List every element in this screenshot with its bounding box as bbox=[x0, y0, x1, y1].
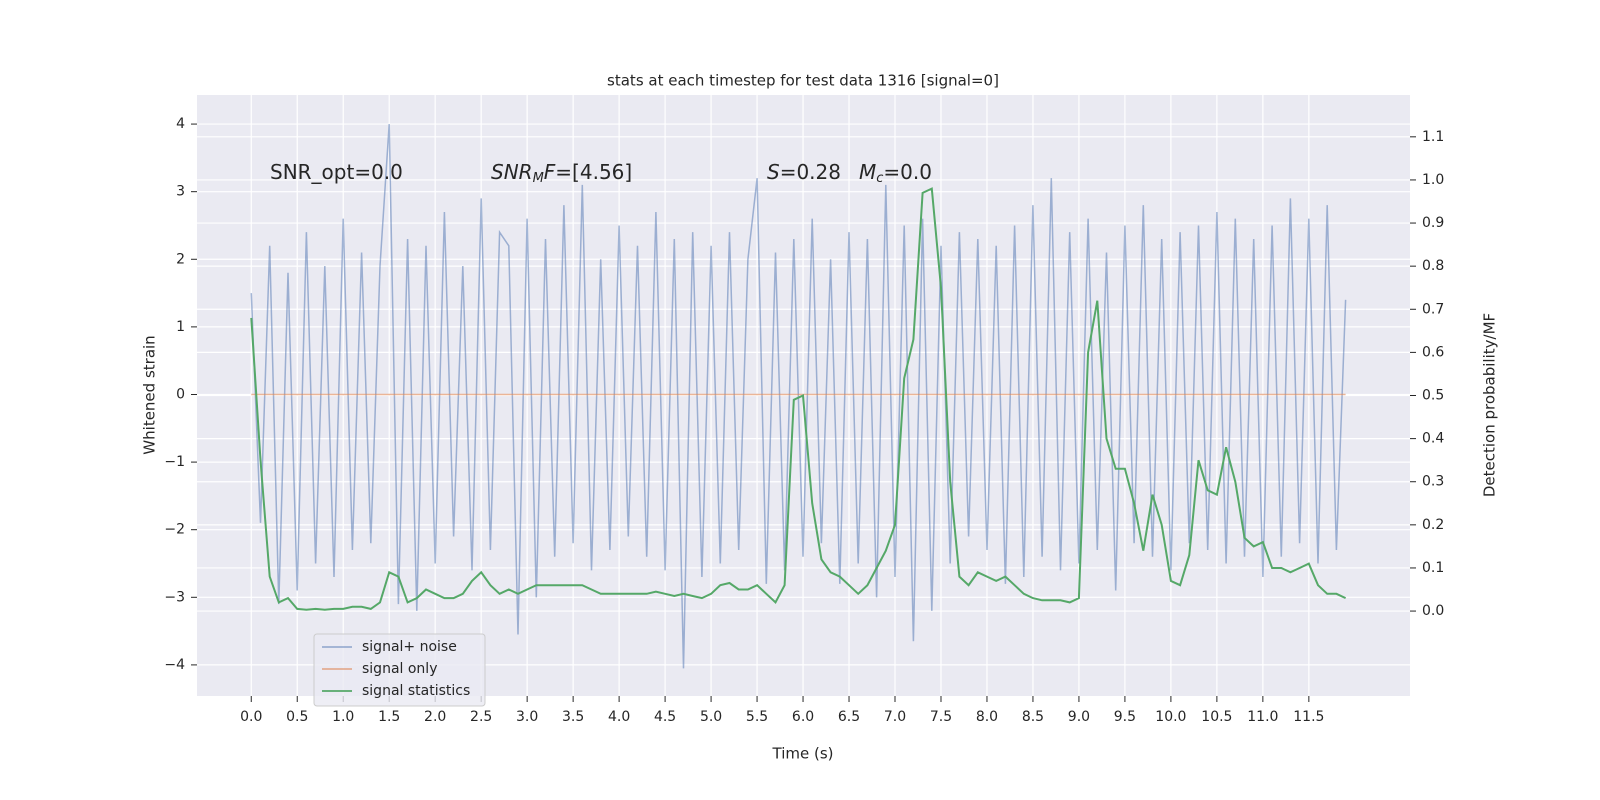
y2-tick-label: 0.6 bbox=[1422, 344, 1444, 360]
y2-tick-label: 0.4 bbox=[1422, 431, 1444, 447]
y2-axis-label: Detection probability/MF bbox=[1481, 313, 1499, 497]
x-tick-label: 11.5 bbox=[1293, 709, 1324, 725]
annotation-part: M bbox=[859, 160, 876, 184]
annotation: SNR_opt=0.0 bbox=[270, 160, 403, 184]
chart-title: stats at each timestep for test data 131… bbox=[607, 72, 999, 90]
annotation-part: SNR_opt=0.0 bbox=[270, 160, 403, 184]
x-tick-label: 3.0 bbox=[516, 709, 538, 725]
annotation-part: F bbox=[544, 160, 556, 184]
x-tick-label: 6.0 bbox=[792, 709, 814, 725]
annotation-part: S bbox=[767, 160, 780, 184]
x-axis-label: Time (s) bbox=[772, 745, 834, 763]
y2-tick-label: 0.2 bbox=[1422, 517, 1444, 533]
y-tick-label: −2 bbox=[164, 522, 185, 538]
y2-tick-label: 0.7 bbox=[1422, 301, 1444, 317]
annotation: SNRMF=[4.56] bbox=[491, 160, 632, 186]
x-tick-label: 9.5 bbox=[1114, 709, 1136, 725]
x-tick-label: 8.5 bbox=[1022, 709, 1044, 725]
x-tick-label: 0.5 bbox=[286, 709, 308, 725]
y2-tick-label: 1.0 bbox=[1422, 172, 1444, 188]
x-tick-label: 1.5 bbox=[378, 709, 400, 725]
x-tick-label: 10.5 bbox=[1201, 709, 1232, 725]
y2-tick-label: 0.0 bbox=[1422, 603, 1444, 619]
annotation-part: M bbox=[533, 171, 544, 186]
x-tick-label: 8.0 bbox=[976, 709, 998, 725]
legend-label: signal+ noise bbox=[362, 639, 457, 655]
legend-label: signal only bbox=[362, 661, 437, 677]
x-tick-label: 4.0 bbox=[608, 709, 630, 725]
y-tick-label: −1 bbox=[164, 454, 185, 470]
y-tick-label: −4 bbox=[164, 657, 185, 673]
x-tick-label: 6.5 bbox=[838, 709, 860, 725]
y-tick-label: 4 bbox=[176, 116, 185, 132]
y-tick-label: −3 bbox=[164, 589, 185, 605]
x-tick-label: 2.5 bbox=[470, 709, 492, 725]
x-tick-label: 1.0 bbox=[332, 709, 354, 725]
x-tick-label: 3.5 bbox=[562, 709, 584, 725]
x-tick-label: 7.5 bbox=[930, 709, 952, 725]
x-tick-label: 7.0 bbox=[884, 709, 906, 725]
y2-tick-label: 1.1 bbox=[1422, 129, 1444, 145]
annotation: Mc=0.0 bbox=[859, 160, 932, 186]
annotation-part: c bbox=[876, 171, 883, 186]
x-tick-label: 4.5 bbox=[654, 709, 676, 725]
annotation-part: =0.0 bbox=[883, 160, 932, 184]
x-tick-label: 0.0 bbox=[240, 709, 262, 725]
x-tick-label: 11.0 bbox=[1247, 709, 1278, 725]
y2-tick-label: 0.8 bbox=[1422, 258, 1444, 274]
x-tick-label: 5.5 bbox=[746, 709, 768, 725]
y2-tick-label: 0.5 bbox=[1422, 388, 1444, 404]
y-tick-label: 3 bbox=[176, 184, 185, 200]
x-tick-label: 10.0 bbox=[1155, 709, 1186, 725]
y2-tick-label: 0.1 bbox=[1422, 560, 1444, 576]
y-axis-label: Whitened strain bbox=[141, 335, 159, 454]
annotation-part: SNR bbox=[491, 160, 533, 184]
annotation-part: =0.28 bbox=[780, 160, 841, 184]
x-tick-label: 5.0 bbox=[700, 709, 722, 725]
y-tick-label: 0 bbox=[176, 386, 185, 402]
legend-label: signal statistics bbox=[362, 683, 470, 699]
series-line bbox=[250, 187, 1347, 611]
annotation-part: =[4.56] bbox=[555, 160, 632, 184]
x-tick-label: 2.0 bbox=[424, 709, 446, 725]
y2-tick-label: 0.9 bbox=[1422, 215, 1444, 231]
annotation: S=0.28 bbox=[767, 160, 841, 184]
x-tick-label: 9.0 bbox=[1068, 709, 1090, 725]
y2-tick-label: 0.3 bbox=[1422, 474, 1444, 490]
y-tick-label: 2 bbox=[176, 251, 185, 267]
y-tick-label: 1 bbox=[176, 319, 185, 335]
legend-box bbox=[313, 633, 486, 707]
